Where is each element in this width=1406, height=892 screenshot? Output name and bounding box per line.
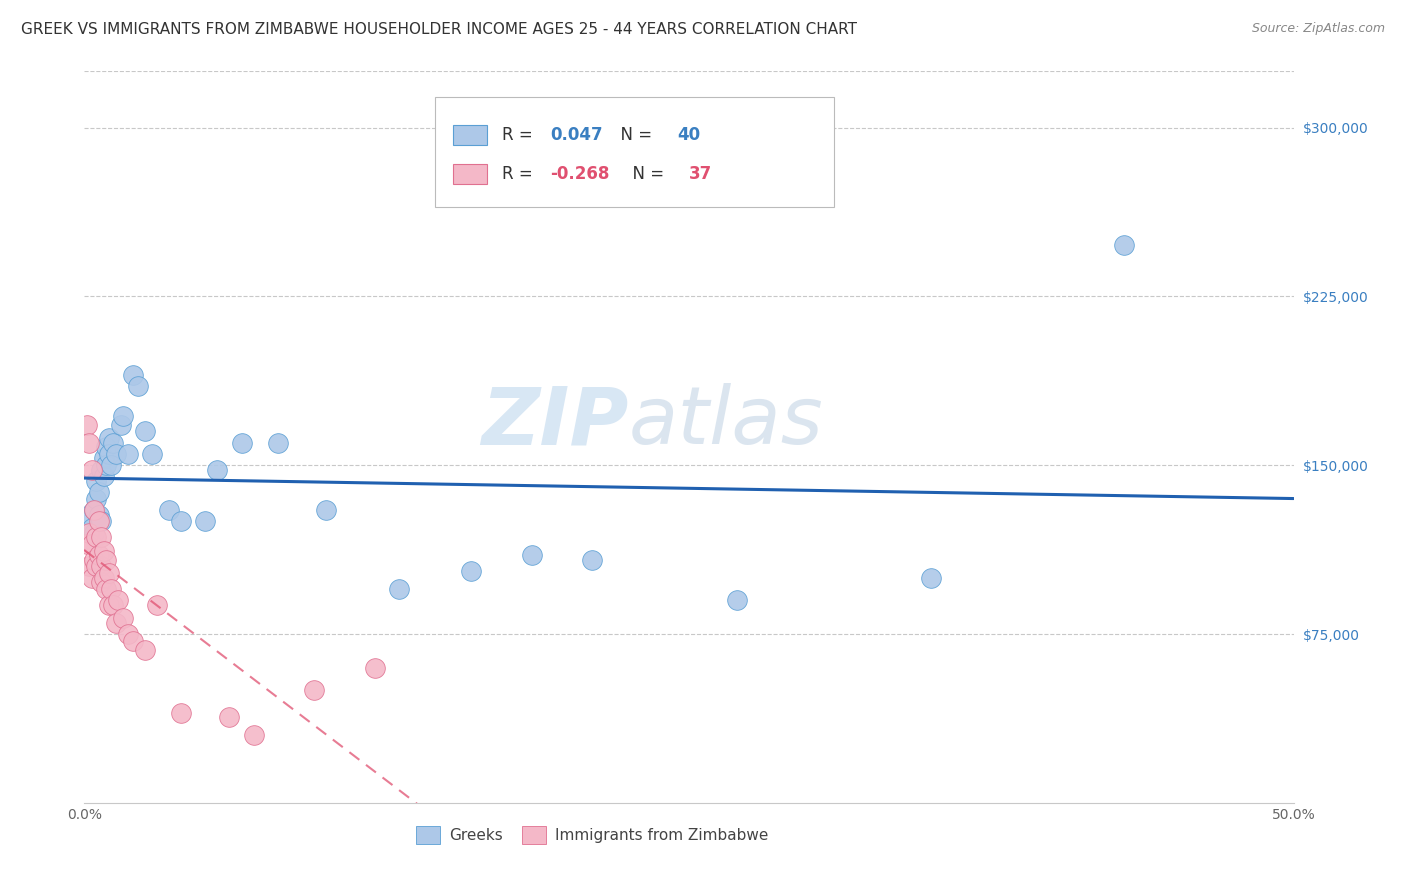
Point xyxy=(100,582,122,596)
Point xyxy=(83,503,105,517)
Point xyxy=(110,417,132,432)
Point xyxy=(231,435,253,450)
Point xyxy=(104,447,127,461)
Point xyxy=(77,435,100,450)
Point xyxy=(363,661,385,675)
Point xyxy=(90,463,112,477)
Point xyxy=(76,417,98,432)
Point xyxy=(77,559,100,574)
Point xyxy=(103,435,125,450)
FancyBboxPatch shape xyxy=(434,97,834,207)
Legend: Greeks, Immigrants from Zimbabwe: Greeks, Immigrants from Zimbabwe xyxy=(409,820,775,850)
Point xyxy=(94,458,117,473)
Point xyxy=(77,508,100,522)
Point xyxy=(97,431,120,445)
Point xyxy=(157,503,180,517)
Point xyxy=(94,553,117,567)
Point xyxy=(207,463,229,477)
Text: ZIP: ZIP xyxy=(481,384,628,461)
Text: -0.268: -0.268 xyxy=(550,165,609,183)
Point xyxy=(103,598,125,612)
Point xyxy=(127,379,149,393)
Point xyxy=(920,571,942,585)
Text: 0.047: 0.047 xyxy=(550,126,603,144)
Point xyxy=(83,525,105,540)
Text: 37: 37 xyxy=(689,165,713,183)
Text: N =: N = xyxy=(610,126,658,144)
Point xyxy=(90,530,112,544)
Point xyxy=(93,571,115,585)
Point xyxy=(170,515,193,529)
Point xyxy=(94,582,117,596)
Point xyxy=(97,447,120,461)
Point xyxy=(100,458,122,473)
Text: R =: R = xyxy=(502,126,537,144)
Point xyxy=(141,447,163,461)
Point xyxy=(146,598,169,612)
Point xyxy=(520,548,543,562)
FancyBboxPatch shape xyxy=(453,125,486,145)
Text: Source: ZipAtlas.com: Source: ZipAtlas.com xyxy=(1251,22,1385,36)
Point xyxy=(121,368,143,383)
Point xyxy=(121,633,143,648)
Point xyxy=(725,593,748,607)
Point xyxy=(267,435,290,450)
Point xyxy=(90,515,112,529)
Point xyxy=(86,474,108,488)
Point xyxy=(83,503,105,517)
Point xyxy=(80,571,103,585)
Point xyxy=(97,566,120,581)
Point xyxy=(77,525,100,540)
Point xyxy=(90,559,112,574)
Point xyxy=(134,642,156,657)
Text: R =: R = xyxy=(502,165,537,183)
Point xyxy=(581,553,603,567)
Point xyxy=(93,469,115,483)
Point xyxy=(76,537,98,551)
Point xyxy=(83,553,105,567)
Point xyxy=(194,515,217,529)
Point xyxy=(460,564,482,578)
Point xyxy=(315,503,337,517)
Point xyxy=(80,537,103,551)
Point xyxy=(80,521,103,535)
Point xyxy=(112,611,135,625)
FancyBboxPatch shape xyxy=(453,163,486,184)
Point xyxy=(104,615,127,630)
Point xyxy=(93,543,115,558)
Point xyxy=(93,451,115,466)
Text: 40: 40 xyxy=(676,126,700,144)
Point xyxy=(112,409,135,423)
Point xyxy=(86,491,108,506)
Point xyxy=(87,515,110,529)
Point xyxy=(170,706,193,720)
Point xyxy=(97,598,120,612)
Text: N =: N = xyxy=(623,165,669,183)
Point xyxy=(107,593,129,607)
Point xyxy=(87,485,110,500)
Point xyxy=(87,548,110,562)
Point xyxy=(242,728,264,742)
Point xyxy=(302,683,325,698)
Point xyxy=(86,559,108,574)
Point xyxy=(117,447,139,461)
Point xyxy=(80,463,103,477)
Point xyxy=(388,582,411,596)
Point xyxy=(94,440,117,454)
Point xyxy=(1114,237,1136,252)
Point xyxy=(90,575,112,590)
Point xyxy=(86,530,108,544)
Point xyxy=(218,710,240,724)
Text: atlas: atlas xyxy=(628,384,824,461)
Point xyxy=(134,425,156,439)
Point xyxy=(117,627,139,641)
Point xyxy=(87,508,110,522)
Text: GREEK VS IMMIGRANTS FROM ZIMBABWE HOUSEHOLDER INCOME AGES 25 - 44 YEARS CORRELAT: GREEK VS IMMIGRANTS FROM ZIMBABWE HOUSEH… xyxy=(21,22,858,37)
